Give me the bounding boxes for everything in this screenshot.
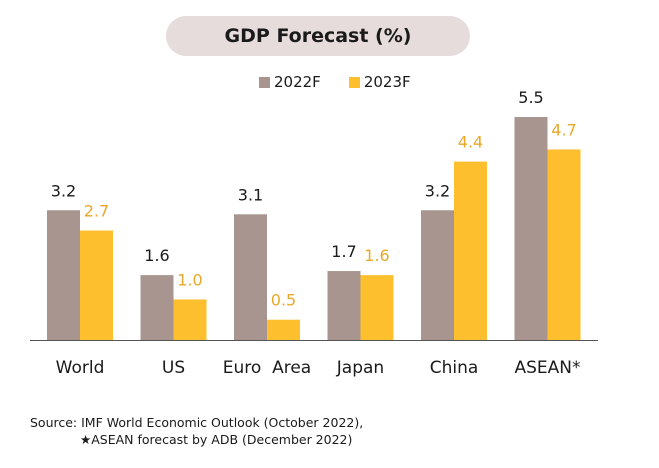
data-label-2023F-japan: 1.6 (364, 246, 389, 265)
bar-2023F-asean (547, 149, 581, 340)
category-label-asean: ASEAN* (514, 358, 580, 378)
bar-2023F-world (80, 230, 113, 340)
legend-label-2023: 2023F (363, 73, 411, 91)
bar-2022F-euroarea (234, 214, 267, 340)
bar-2023F-japan (360, 275, 394, 340)
data-label-2023F-world: 2.7 (84, 202, 109, 221)
data-label-2023F-us: 1.0 (177, 270, 202, 289)
category-label-euroarea: Euro Area (223, 358, 311, 378)
data-label-2023F-asean: 4.7 (551, 120, 576, 139)
bar-2023F-us (173, 299, 207, 340)
bar-2022F-japan (327, 271, 361, 340)
source-note: Source: IMF World Economic Outlook (Octo… (30, 414, 363, 448)
data-label-2023F-china: 4.4 (458, 133, 483, 152)
category-label-us: US (162, 358, 185, 378)
legend-swatch-2023 (348, 76, 360, 88)
data-label-2022F-euroarea: 3.1 (238, 185, 263, 204)
bar-2023F-euroarea (267, 319, 300, 340)
bar-2022F-us (140, 275, 174, 340)
data-label-2022F-us: 1.6 (144, 246, 169, 265)
bar-2023F-china (454, 161, 487, 340)
category-label-world: World (56, 358, 105, 378)
legend: 2022F 2023F (259, 73, 439, 91)
bar-2022F-china (421, 210, 454, 340)
legend-item-2022: 2022F (259, 73, 321, 91)
data-label-2022F-china: 3.2 (425, 181, 450, 200)
bar-chart: 3.2 2.7 World 1.6 1.0 US 3.1 0.5 Euro Area 1.7 1.6… (30, 88, 598, 378)
bar-2022F-asean (514, 117, 548, 340)
data-label-2022F-japan: 1.7 (331, 242, 356, 261)
category-label-japan: Japan (336, 358, 384, 378)
chart-title: GDP Forecast (%) (166, 16, 470, 56)
bar-2022F-world (47, 210, 80, 340)
source-line-1: Source: IMF World Economic Outlook (Octo… (30, 415, 364, 430)
legend-label-2022: 2022F (274, 73, 321, 91)
data-label-2023F-euroarea: 0.5 (271, 291, 296, 310)
source-line-2: ★ASEAN forecast by ADB (December 2022) (80, 432, 353, 447)
legend-item-2023: 2023F (348, 73, 411, 91)
legend-swatch-2022 (259, 76, 270, 88)
data-label-2022F-world: 3.2 (51, 181, 76, 200)
category-label-china: China (430, 358, 479, 378)
data-label-2022F-asean: 5.5 (518, 88, 543, 107)
